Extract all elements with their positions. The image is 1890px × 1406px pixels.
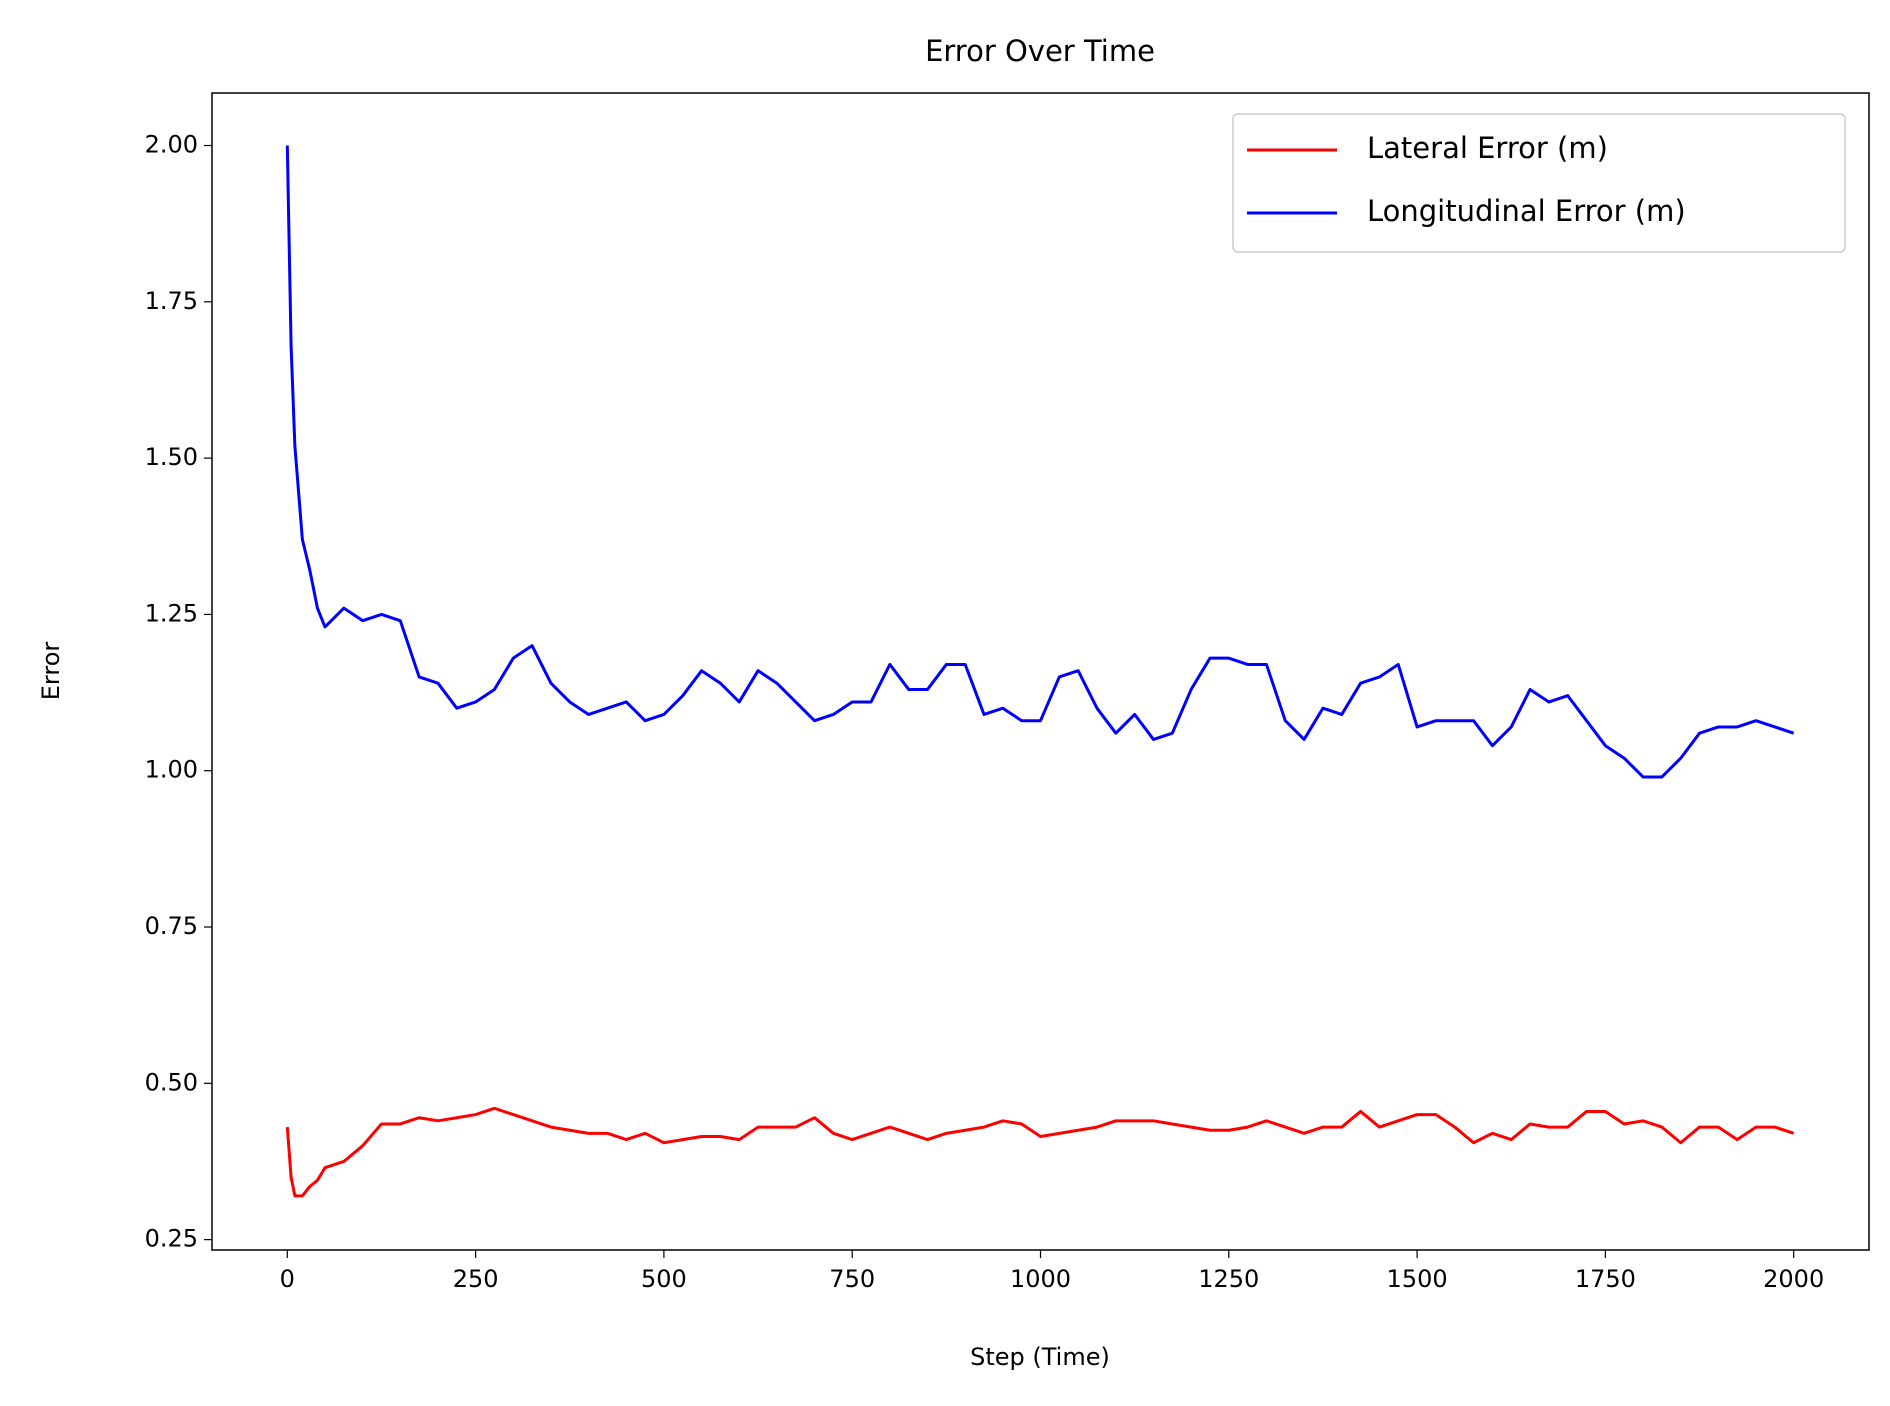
legend-label: Longitudinal Error (m) bbox=[1367, 194, 1686, 228]
x-tick-label: 750 bbox=[829, 1265, 875, 1293]
chart-title: Error Over Time bbox=[925, 34, 1155, 68]
legend-box bbox=[1232, 113, 1846, 253]
x-tick-label: 1000 bbox=[1010, 1265, 1071, 1293]
y-tick-label: 2.00 bbox=[145, 131, 198, 159]
y-tick-label: 0.75 bbox=[145, 912, 198, 940]
x-tick-label: 500 bbox=[641, 1265, 687, 1293]
data-line bbox=[285, 1106, 1795, 1198]
x-tick-label: 2000 bbox=[1763, 1265, 1824, 1293]
x-tick-label: 250 bbox=[453, 1265, 499, 1293]
y-tick-label: 0.25 bbox=[145, 1225, 198, 1253]
x-tick-label: 0 bbox=[280, 1265, 295, 1293]
y-tick-label: 1.75 bbox=[145, 287, 198, 315]
x-tick-label: 1500 bbox=[1387, 1265, 1448, 1293]
y-tick-label: 1.50 bbox=[145, 443, 198, 471]
y-tick-label: 0.50 bbox=[145, 1068, 198, 1096]
y-tick-label: 1.25 bbox=[145, 599, 198, 627]
x-tick-label: 1750 bbox=[1575, 1265, 1636, 1293]
y-tick-label: 1.00 bbox=[145, 756, 198, 784]
y-axis-label: Error bbox=[37, 642, 65, 701]
x-tick-label: 1250 bbox=[1198, 1265, 1259, 1293]
legend-label: Lateral Error (m) bbox=[1367, 131, 1608, 165]
plot-frame bbox=[211, 92, 1870, 1251]
data-line bbox=[285, 145, 1795, 779]
x-axis-label: Step (Time) bbox=[970, 1343, 1110, 1371]
